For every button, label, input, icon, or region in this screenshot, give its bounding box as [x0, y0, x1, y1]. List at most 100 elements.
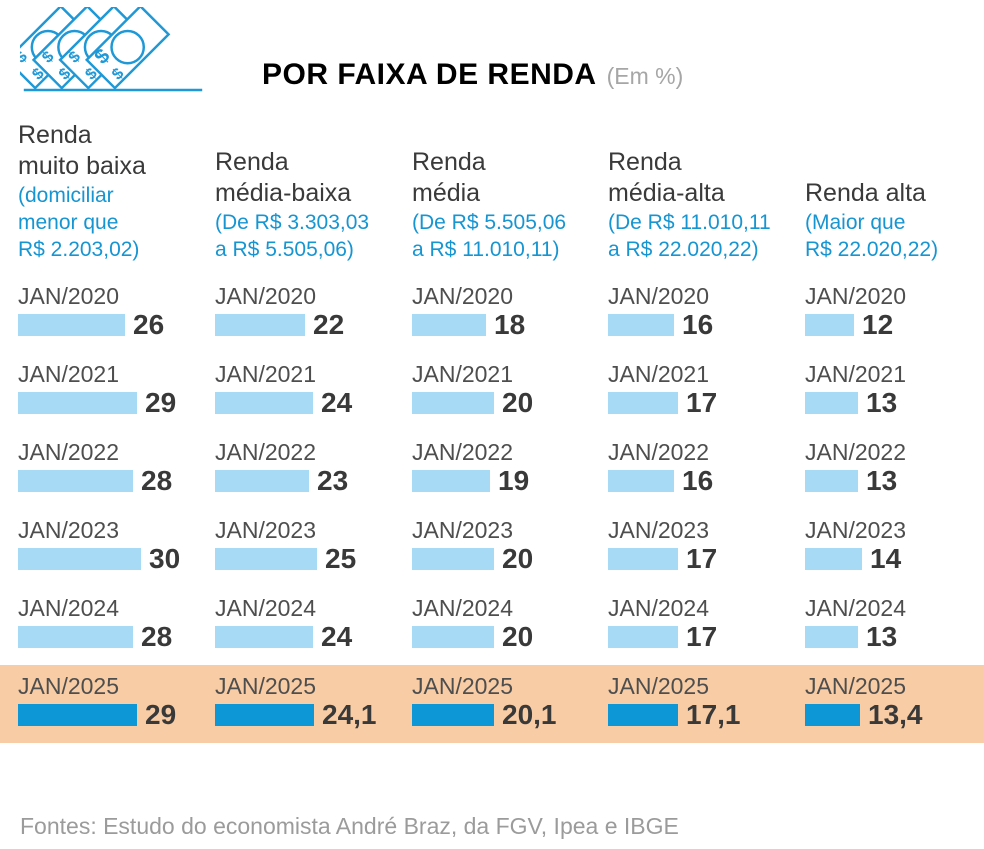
- series-name-line: Renda: [215, 148, 289, 176]
- value-label: 26: [133, 309, 165, 340]
- bar-line: 12: [805, 309, 978, 340]
- data-cell: JAN/2025 20,1: [412, 673, 608, 730]
- year-label: JAN/2022: [805, 439, 907, 465]
- data-cell: JAN/2022 19: [412, 439, 608, 496]
- data-row-jan-2021: JAN/2021 29 JAN/2021 24 JAN/2021 20 JAN/2021 17…: [0, 353, 984, 431]
- bar-line: 13: [805, 623, 978, 651]
- bar-line: 24: [215, 621, 412, 652]
- data-cell: JAN/2024 24: [215, 595, 412, 652]
- value-label: 17: [686, 387, 718, 418]
- value-bar: [215, 470, 309, 492]
- year-label: JAN/2023: [18, 517, 120, 543]
- series-range-line: (Maior que: [805, 211, 906, 234]
- money-banknotes-icon: $ $ $ $ $ $: [5, 4, 208, 102]
- series-name-line: média-alta: [608, 179, 725, 207]
- data-cell: JAN/2021 20: [412, 361, 608, 417]
- series-range-line: R$ 22.020,22): [805, 238, 939, 261]
- value-bar: [805, 314, 854, 336]
- data-row-jan-2024: JAN/2024 28 JAN/2024 24 JAN/2024 20 JAN/2024 17…: [0, 587, 984, 665]
- series-range-line: (De R$ 3.303,03: [215, 211, 370, 234]
- value-label: 24: [321, 621, 353, 652]
- value-bar: [18, 548, 141, 570]
- data-cell: JAN/2021 17: [608, 361, 805, 418]
- year-label: JAN/2025: [215, 673, 317, 699]
- year-label: JAN/2020: [215, 283, 317, 309]
- value-label: 29: [145, 699, 177, 730]
- bar-line: 19: [412, 465, 608, 496]
- value-bar: [412, 470, 490, 492]
- value-bar: [412, 548, 494, 570]
- series-range-line: a R$ 5.505,06): [215, 238, 354, 261]
- value-bar: [215, 314, 305, 336]
- infographic-header: $ $ $ $ $ $: [0, 0, 984, 102]
- series-name-line: Renda: [608, 148, 682, 176]
- value-label: 24,1: [322, 699, 377, 730]
- bar-line: 18: [412, 311, 608, 339]
- series-name-line: média-baixa: [215, 179, 352, 207]
- year-label: JAN/2024: [412, 595, 514, 621]
- bar-line: 22: [215, 311, 412, 339]
- value-bar: [608, 314, 674, 336]
- data-row-jan-2023: JAN/2023 30 JAN/2023 25 JAN/2023 20 JAN/2023 17…: [0, 509, 984, 587]
- bar-line: 20,1: [412, 699, 608, 730]
- bar-line: 14: [805, 543, 978, 574]
- bar-line: 17: [608, 623, 805, 651]
- data-cell: JAN/2023 30: [18, 517, 215, 573]
- data-cell: JAN/2025 13,4: [805, 673, 978, 729]
- year-label: JAN/2021: [18, 361, 120, 387]
- bar-line: 29: [18, 389, 215, 417]
- year-label: JAN/2022: [608, 439, 710, 465]
- bar-line: 30: [18, 545, 215, 573]
- bar-line: 17,1: [608, 701, 805, 729]
- data-cell: JAN/2020 12: [805, 283, 978, 340]
- year-label: JAN/2023: [805, 517, 907, 543]
- value-label: 20: [502, 543, 534, 574]
- data-cell: JAN/2022 16: [608, 439, 805, 496]
- bar-line: 17: [608, 543, 805, 574]
- bar-line: 17: [608, 387, 805, 418]
- value-bar: [215, 392, 313, 414]
- bar-line: 20: [412, 623, 608, 651]
- year-label: JAN/2025: [805, 673, 907, 699]
- value-bar: [805, 704, 860, 726]
- data-row-jan-2022: JAN/2022 28 JAN/2022 23 JAN/2022 19 JAN/2022 16…: [0, 431, 984, 509]
- data-cell: JAN/2022 23: [215, 439, 412, 495]
- value-label: 16: [682, 465, 714, 496]
- value-label: 19: [498, 465, 530, 496]
- page-title: POR FAIXA DE RENDA: [262, 58, 597, 91]
- series-name-line: muito baixa: [18, 152, 146, 180]
- year-label: JAN/2025: [18, 673, 120, 699]
- bar-line: 25: [215, 545, 412, 573]
- value-label: 13: [866, 387, 898, 418]
- value-label: 24: [321, 387, 353, 418]
- value-label: 13: [866, 465, 898, 496]
- data-cell: JAN/2023 14: [805, 517, 978, 574]
- value-label: 12: [862, 309, 894, 340]
- data-cell: JAN/2024 28: [18, 595, 215, 652]
- value-label: 28: [141, 621, 173, 652]
- series-range-line: a R$ 22.020,22): [608, 238, 759, 261]
- value-bar: [412, 392, 494, 414]
- series-range-line: a R$ 11.010,11): [412, 238, 560, 261]
- value-label: 17: [686, 543, 718, 574]
- bar-line: 28: [18, 621, 215, 652]
- value-bar: [805, 470, 858, 492]
- series-name-line: Renda alta: [805, 179, 926, 207]
- data-cell: JAN/2023 17: [608, 517, 805, 574]
- value-bar: [608, 470, 674, 492]
- series-range-line: (domiciliar: [18, 184, 114, 207]
- bar-line: 26: [18, 309, 215, 340]
- value-label: 20,1: [502, 699, 557, 730]
- series-range-line: (De R$ 5.505,06: [412, 211, 567, 234]
- year-label: JAN/2025: [608, 673, 710, 699]
- value-label: 14: [870, 543, 902, 574]
- series-name-line: Renda: [412, 148, 486, 176]
- bar-line: 23: [215, 467, 412, 495]
- data-cell: JAN/2023 25: [215, 517, 412, 573]
- series-header-row: Renda muito baixa (domiciliar menor que R$ 2…: [0, 120, 984, 263]
- source-note: Fontes: Estudo do economista André Braz,…: [20, 813, 679, 839]
- value-bar: [805, 392, 858, 414]
- data-cell: JAN/2024 17: [608, 595, 805, 651]
- data-cell: JAN/2020 18: [412, 283, 608, 339]
- data-cell: JAN/2021 29: [18, 361, 215, 417]
